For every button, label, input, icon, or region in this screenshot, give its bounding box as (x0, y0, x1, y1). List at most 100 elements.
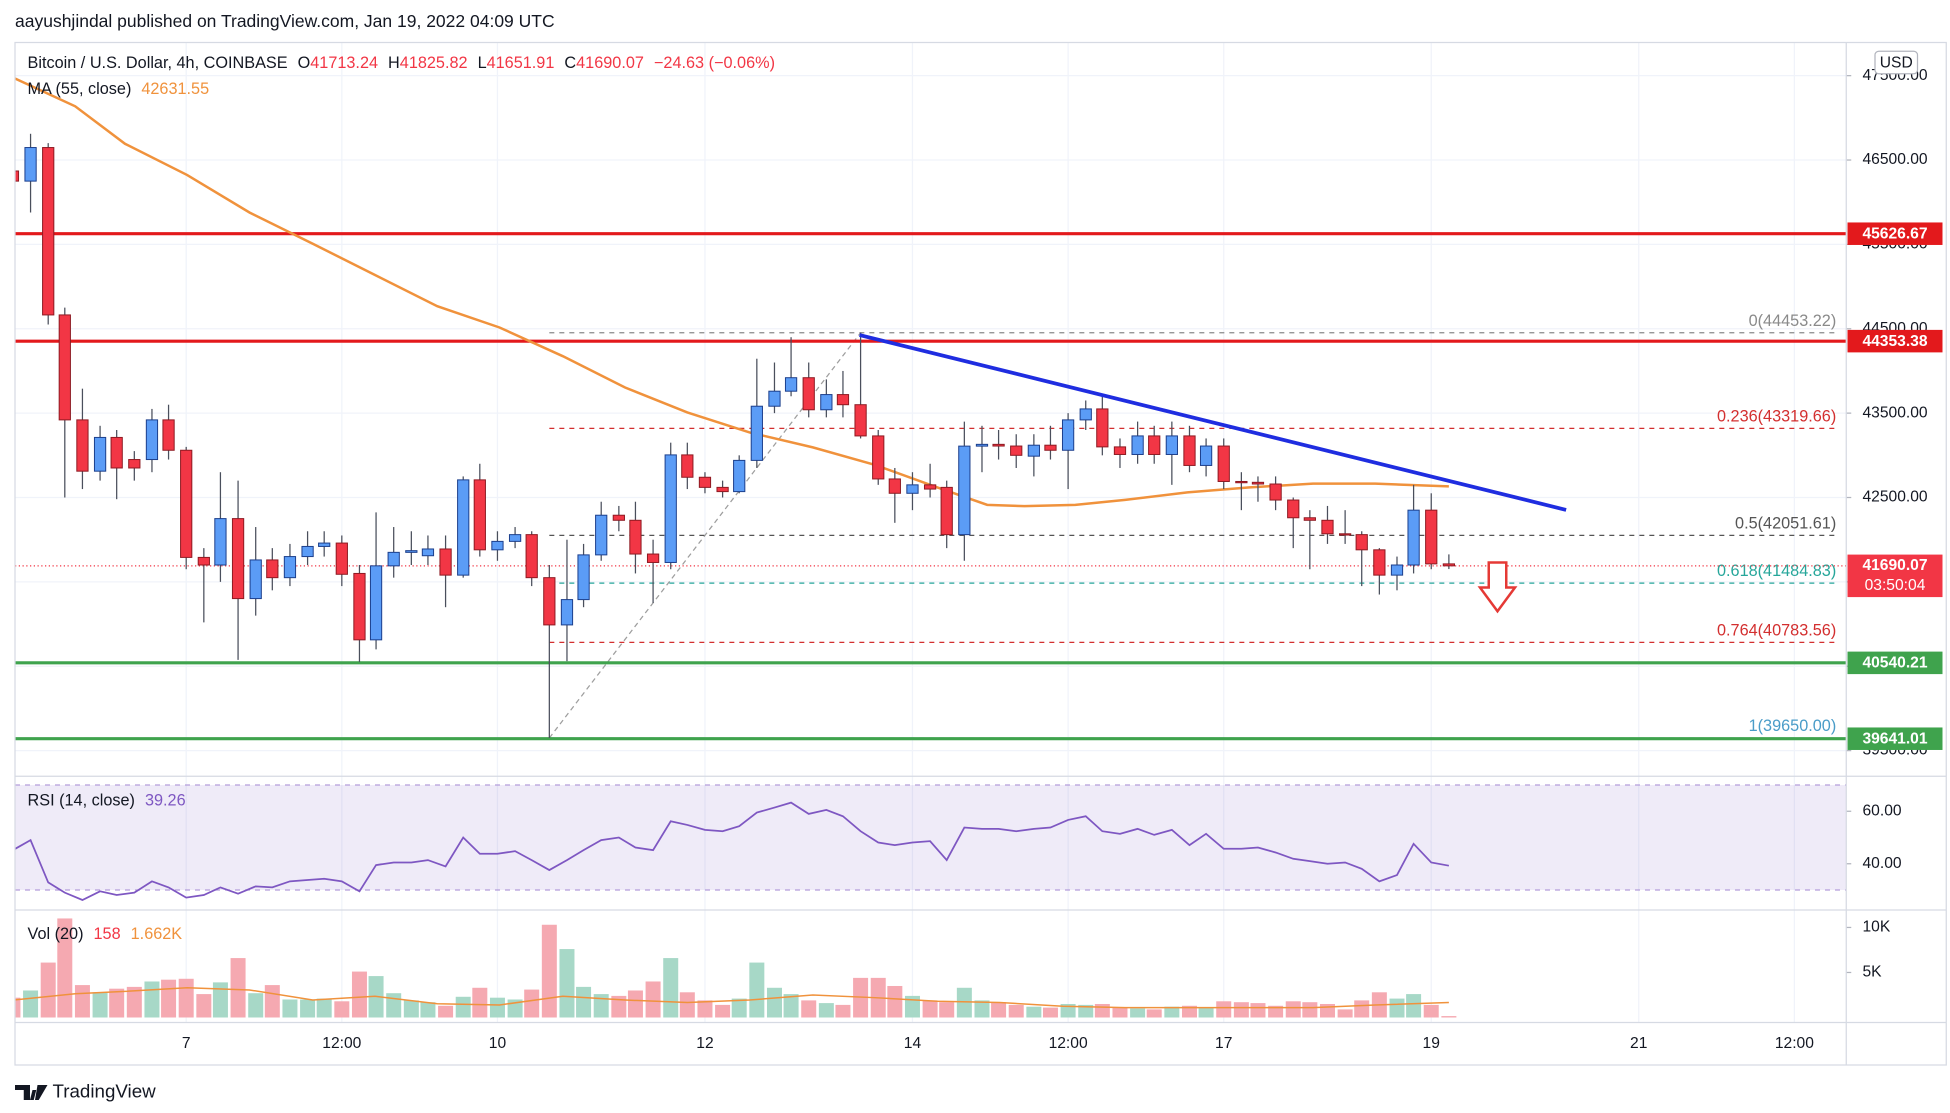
legend-item: C (564, 54, 576, 72)
volume-bar (593, 994, 609, 1018)
volume-bar (1042, 1007, 1058, 1018)
volume-bar (1406, 994, 1422, 1018)
candle-body (197, 556, 210, 566)
volume-bar (1198, 1007, 1214, 1018)
rsi-pane (15, 784, 1847, 901)
volume-bar (334, 1001, 350, 1018)
legend-item: 42631.55 (141, 80, 209, 98)
candle-body (1355, 534, 1368, 551)
rsi-tick-label: 60.00 (1863, 802, 1902, 819)
volume-bar (697, 1000, 713, 1018)
candle-body (854, 404, 867, 437)
candle-body (457, 479, 470, 576)
volume-bar (1423, 1004, 1439, 1018)
legend-item: −24.63 (−0.06%) (654, 54, 775, 72)
rsi-line (15, 801, 1450, 901)
candle-body (1199, 445, 1213, 466)
legend-item: H (388, 54, 400, 72)
candle-body (784, 377, 798, 392)
legend-item: RSI (14, close) (28, 792, 135, 810)
level-price-label: 40540.21 (1862, 655, 1927, 672)
candle-body (888, 478, 901, 494)
volume-bar (645, 981, 661, 1018)
rsi-tick-label: 40.00 (1863, 855, 1902, 872)
x-tick-label: 17 (1215, 1035, 1232, 1052)
volume-bar (1130, 1008, 1146, 1018)
currency-label: USD (1880, 54, 1913, 71)
candle-body (266, 559, 279, 579)
x-tick-label: 21 (1630, 1035, 1647, 1052)
level-price-box (1847, 329, 1943, 353)
trendline (859, 333, 1567, 512)
volume-bar (715, 1004, 731, 1018)
frame (14, 41, 1947, 1066)
volume-bar (316, 998, 332, 1018)
candle-body (525, 534, 538, 579)
candle-body (353, 572, 366, 641)
candle-body (906, 484, 919, 494)
level-price-label: 45626.67 (1862, 225, 1927, 242)
candle-body (872, 435, 885, 480)
candle-body (1183, 435, 1196, 466)
legend-item: 158 (94, 925, 121, 943)
candle-body (836, 394, 850, 406)
candle-body (681, 454, 694, 478)
candle-body (768, 390, 781, 407)
volume-bar (1302, 1002, 1318, 1018)
volume-bar (57, 918, 73, 1018)
x-tick-label: 12:00 (322, 1035, 361, 1052)
candle-body (1061, 419, 1075, 451)
legend: Bitcoin / U.S. Dollar, 4h, COINBASE O4171… (28, 54, 775, 72)
countdown: 03:50:04 (1865, 577, 1926, 594)
volume-bar (1060, 1003, 1076, 1018)
volume-bar (264, 985, 280, 1018)
candle-body (1407, 509, 1420, 566)
volume-tick-label: 5K (1863, 964, 1883, 981)
candle-body (940, 486, 953, 536)
candle-body (335, 542, 348, 575)
grid (15, 42, 1847, 1023)
volume-bar (956, 987, 972, 1018)
volume-bar (489, 997, 505, 1018)
volume-bar (230, 958, 246, 1018)
candle-body (1287, 499, 1300, 519)
volume-bar (1181, 1005, 1197, 1018)
fib-label: 1(39650.00) (1749, 717, 1837, 735)
level-price-box (1847, 727, 1943, 750)
legend-item: 41690.07 (576, 54, 644, 72)
candle-body (58, 314, 71, 421)
volume-bar (524, 989, 540, 1018)
candle-body (473, 479, 486, 551)
ma-line (15, 77, 1449, 508)
fib-anchor-line (548, 332, 862, 739)
candle-body (1131, 435, 1144, 455)
candle-body (1321, 519, 1334, 535)
candle-body (1269, 483, 1282, 501)
volume-bar (818, 1003, 834, 1018)
volume-bar (922, 1000, 938, 1018)
volume-bar (887, 985, 903, 1018)
published-note: aayushjindal published on TradingView.co… (15, 11, 555, 31)
volume-bar (1216, 1001, 1232, 1018)
volume-bar (939, 1002, 955, 1018)
volume-tick-label: 10K (1863, 919, 1891, 936)
x-tick-label: 12:00 (1049, 1035, 1088, 1052)
candle-body (405, 550, 418, 553)
volume-bar (403, 1000, 419, 1018)
fib-label: 0.618(41484.83) (1717, 562, 1836, 580)
candle-body (231, 518, 245, 600)
volume-bar (835, 1004, 851, 1018)
volume-bar (1008, 1004, 1024, 1018)
candle-body (145, 419, 159, 461)
volume-bar (801, 1000, 817, 1018)
volume-bar (663, 958, 679, 1018)
volume-bar (40, 962, 56, 1018)
candle-body (1235, 480, 1248, 484)
candle-body (93, 436, 107, 472)
candle-body (42, 147, 55, 316)
volume-bar (1441, 1016, 1457, 1018)
candle-body (1079, 408, 1092, 421)
candle-body (162, 419, 175, 451)
volume-bar (1164, 1006, 1180, 1018)
